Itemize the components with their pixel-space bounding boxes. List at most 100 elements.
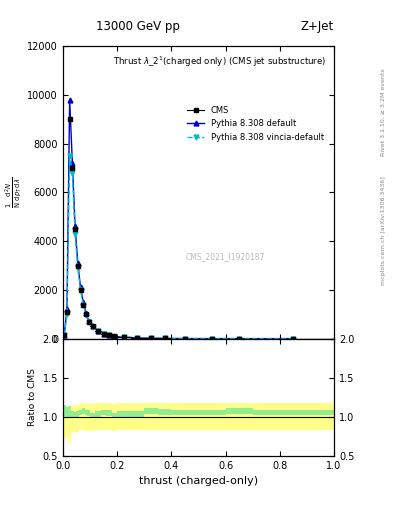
Pythia 8.308 vincia-default — [70, 170, 75, 176]
Bar — [68, 415, 71, 443]
Bar — [77, 411, 79, 417]
Pythia 8.308 vincia-default — [101, 331, 106, 337]
Bar — [131, 411, 144, 417]
Pythia 8.308 default — [75, 260, 80, 266]
Bar — [71, 405, 74, 432]
Pythia 8.308 vincia-default — [64, 311, 69, 317]
Pythia 8.308 vincia-default — [81, 302, 86, 308]
Pythia 8.308 vincia-default — [86, 319, 91, 325]
Pythia 8.308 vincia-default — [96, 328, 101, 334]
Bar — [84, 404, 87, 432]
Bar — [77, 405, 79, 432]
Pythia 8.308 default — [237, 335, 241, 342]
Bar — [253, 402, 334, 430]
Bar — [87, 411, 90, 416]
Bar — [226, 408, 253, 414]
Pythia 8.308 default — [183, 335, 187, 342]
X-axis label: thrust (charged-only): thrust (charged-only) — [139, 476, 258, 486]
Bar — [90, 413, 95, 417]
Pythia 8.308 default — [96, 328, 101, 334]
Bar — [101, 410, 106, 415]
Pythia 8.308 vincia-default — [121, 334, 126, 340]
Pythia 8.308 vincia-default — [107, 332, 111, 338]
Bar — [158, 409, 171, 415]
Text: Rivet 3.1.10, ≥ 3.2M events: Rivet 3.1.10, ≥ 3.2M events — [381, 69, 386, 157]
Bar — [144, 408, 158, 414]
Bar — [95, 402, 101, 430]
Bar — [84, 410, 87, 415]
Text: Z+Jet: Z+Jet — [301, 20, 334, 33]
Pythia 8.308 default — [121, 334, 126, 340]
Bar — [253, 410, 334, 415]
Bar — [63, 405, 66, 418]
Y-axis label: Ratio to CMS: Ratio to CMS — [28, 368, 37, 426]
Pythia 8.308 vincia-default — [237, 335, 241, 342]
Bar — [226, 402, 253, 430]
Bar — [87, 403, 90, 431]
Legend: CMS, Pythia 8.308 default, Pythia 8.308 vincia-default: CMS, Pythia 8.308 default, Pythia 8.308 … — [184, 103, 327, 145]
Bar — [198, 402, 226, 430]
Pythia 8.308 default — [67, 97, 72, 103]
Bar — [66, 409, 68, 437]
Bar — [112, 413, 117, 417]
Bar — [82, 408, 84, 414]
Pythia 8.308 vincia-default — [149, 335, 153, 342]
Bar — [171, 410, 198, 415]
Bar — [112, 404, 117, 432]
Text: 13000 GeV pp: 13000 GeV pp — [95, 20, 180, 33]
Bar — [79, 402, 82, 430]
Text: mcplots.cern.ch [arXiv:1306.3436]: mcplots.cern.ch [arXiv:1306.3436] — [381, 176, 386, 285]
Pythia 8.308 default — [149, 335, 153, 342]
Pythia 8.308 default — [210, 335, 215, 342]
Pythia 8.308 vincia-default — [291, 335, 296, 342]
Bar — [95, 411, 101, 417]
Bar — [158, 402, 171, 430]
Bar — [171, 402, 198, 430]
Bar — [90, 404, 95, 432]
Bar — [106, 402, 112, 430]
Bar — [117, 411, 131, 417]
Pythia 8.308 vincia-default — [75, 265, 80, 271]
Pythia 8.308 default — [78, 284, 83, 290]
Pythia 8.308 default — [112, 333, 117, 339]
Pythia 8.308 default — [90, 323, 95, 329]
Bar — [144, 402, 158, 430]
Bar — [82, 402, 84, 430]
Bar — [63, 411, 66, 438]
Pythia 8.308 default — [162, 335, 167, 342]
Bar — [74, 412, 77, 417]
Bar — [79, 410, 82, 415]
Pythia 8.308 vincia-default — [62, 332, 66, 338]
Pythia 8.308 vincia-default — [67, 153, 72, 159]
Bar — [68, 406, 71, 417]
Pythia 8.308 vincia-default — [210, 335, 215, 342]
Pythia 8.308 default — [107, 332, 111, 338]
Line: Pythia 8.308 default: Pythia 8.308 default — [62, 97, 296, 341]
Pythia 8.308 default — [291, 335, 296, 342]
Text: Thrust $\lambda$_2$^1$(charged only) (CMS jet substructure): Thrust $\lambda$_2$^1$(charged only) (CM… — [112, 55, 326, 69]
Pythia 8.308 vincia-default — [135, 335, 140, 341]
Bar — [101, 402, 106, 430]
Bar — [106, 411, 112, 416]
Pythia 8.308 default — [135, 335, 140, 341]
Pythia 8.308 vincia-default — [112, 333, 117, 339]
Y-axis label: $\frac{1}{\mathrm{N}}\,\frac{\mathrm{d}^2 N}{\mathrm{d}p_T\,\mathrm{d}\lambda}$: $\frac{1}{\mathrm{N}}\,\frac{\mathrm{d}^… — [4, 177, 24, 208]
Pythia 8.308 vincia-default — [162, 335, 167, 342]
Pythia 8.308 vincia-default — [90, 324, 95, 330]
Pythia 8.308 default — [84, 310, 88, 316]
Text: CMS_2021_I1920187: CMS_2021_I1920187 — [186, 252, 265, 261]
Line: Pythia 8.308 vincia-default: Pythia 8.308 vincia-default — [62, 154, 296, 341]
Bar — [117, 402, 131, 430]
Bar — [66, 407, 68, 417]
Pythia 8.308 vincia-default — [84, 312, 88, 318]
Pythia 8.308 default — [64, 306, 69, 312]
Pythia 8.308 vincia-default — [73, 231, 77, 237]
Pythia 8.308 default — [81, 299, 86, 305]
Pythia 8.308 default — [73, 223, 77, 229]
Pythia 8.308 default — [86, 318, 91, 324]
Pythia 8.308 default — [101, 330, 106, 336]
Bar — [71, 411, 74, 418]
Bar — [198, 410, 226, 415]
Bar — [74, 406, 77, 433]
Pythia 8.308 default — [70, 160, 75, 166]
